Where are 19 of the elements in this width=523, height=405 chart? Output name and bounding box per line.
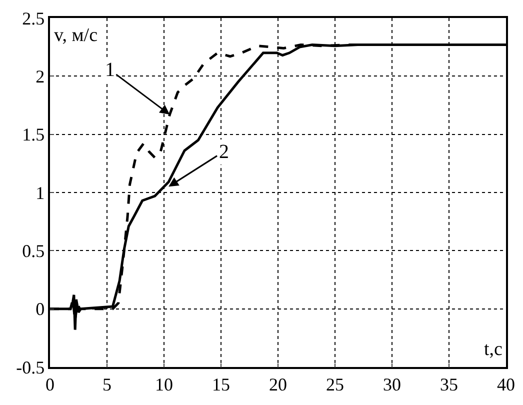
x-tick-label: 10 [155, 374, 173, 394]
y-tick-label: -0.5 [16, 357, 45, 378]
y-tick-label: 0 [36, 299, 45, 320]
annotation: 1 [105, 59, 115, 81]
x-tick-label: 20 [269, 374, 287, 394]
x-axis-title: t,c [484, 339, 502, 360]
y-tick-label: 0.5 [22, 240, 45, 261]
y-tick-label: 2 [36, 66, 45, 86]
y-axis-title: v, м/с [54, 25, 98, 46]
x-tick-label: 5 [102, 374, 112, 394]
annotation: 2 [219, 141, 229, 163]
y-tick-label: 1.5 [22, 124, 45, 145]
x-tick-label: 25 [326, 374, 344, 394]
x-tick-label: 40 [497, 374, 515, 394]
x-tick-label: 30 [383, 374, 401, 394]
y-tick-label: 2.5 [22, 8, 45, 28]
y-tick-label: 1 [36, 182, 45, 203]
x-tick-label: 35 [440, 374, 458, 394]
x-tick-label: 15 [212, 374, 230, 394]
